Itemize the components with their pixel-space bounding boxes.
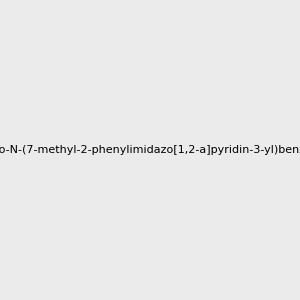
Text: 4-chloro-N-(7-methyl-2-phenylimidazo[1,2-a]pyridin-3-yl)benzamide: 4-chloro-N-(7-methyl-2-phenylimidazo[1,2… (0, 145, 300, 155)
